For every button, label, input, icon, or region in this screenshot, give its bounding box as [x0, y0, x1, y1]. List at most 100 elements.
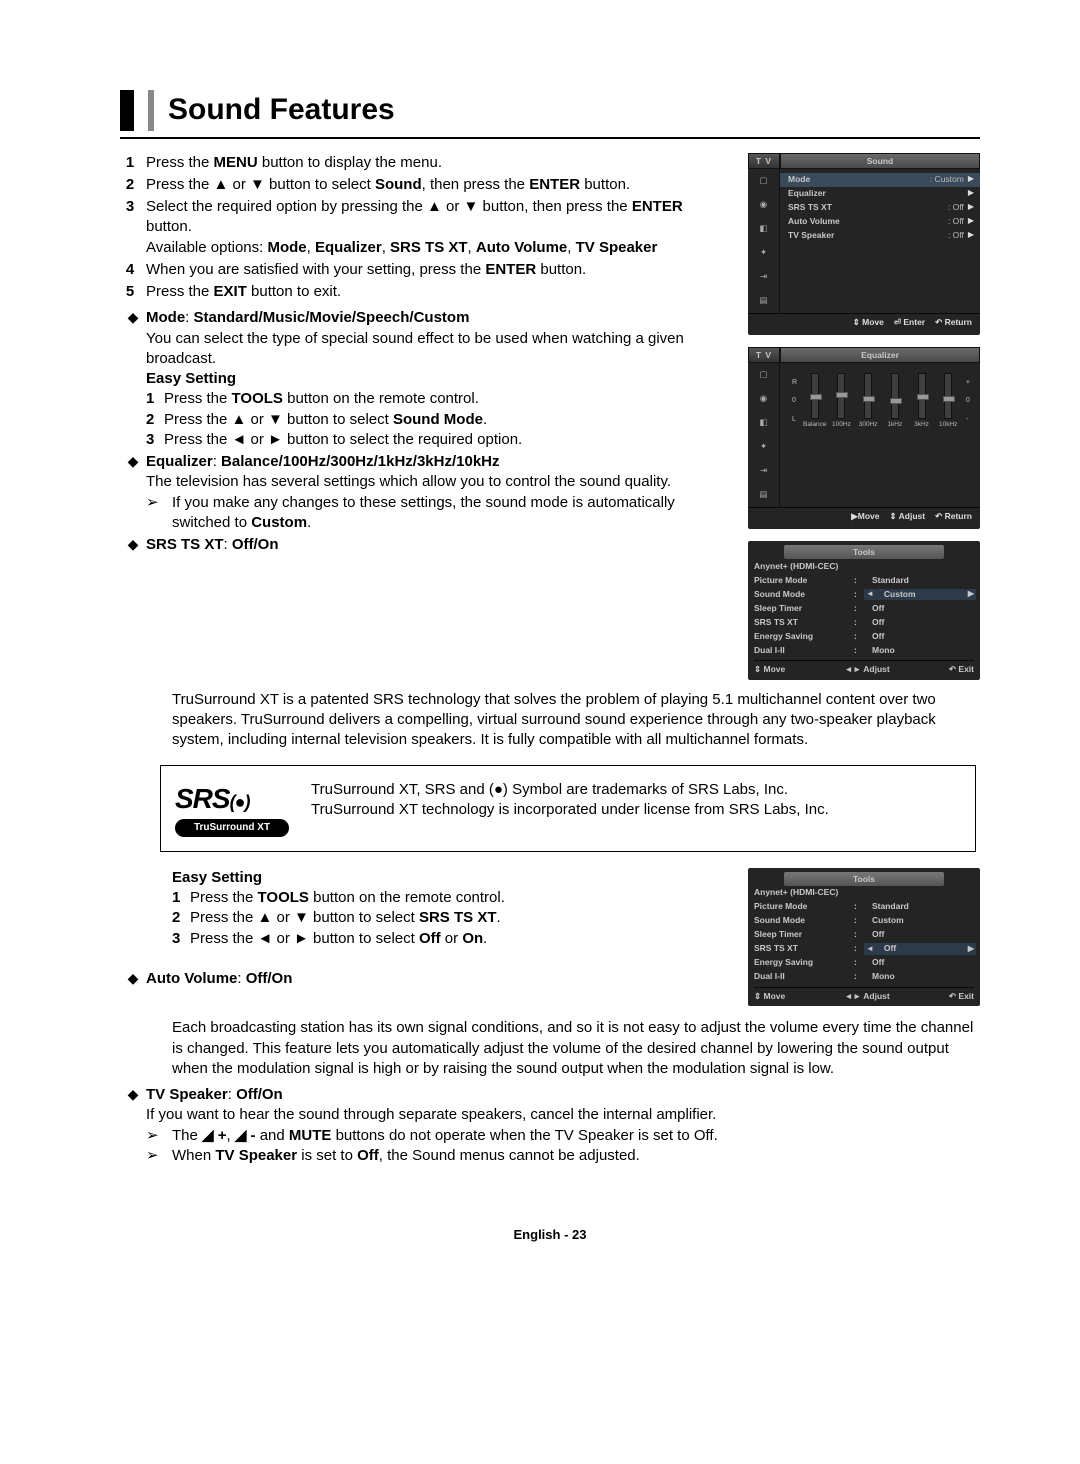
eq-note: If you make any changes to these setting… [172, 493, 732, 534]
tools-row: Picture Mode:Standard [754, 900, 974, 914]
tools-foot-move: ⇕ Move [754, 664, 785, 675]
osd-equalizer: T V Equalizer ▢ ◉ ◧ ✦ ⇥ ▤ R0LBalance100H… [748, 347, 980, 529]
mode-easy-3: Press the ◄ or ► button to select the re… [164, 430, 522, 450]
srs-desc: TruSurround XT is a patented SRS technol… [172, 690, 980, 751]
eq-band: 300Hz [859, 373, 877, 430]
tvsp-note-2: When TV Speaker is set to Off, the Sound… [172, 1146, 640, 1166]
osd-title-sound: Sound [780, 153, 980, 169]
eq-band: 3kHz [913, 373, 931, 430]
step-3: Select the required option by pressing t… [146, 197, 732, 258]
tools-row: Anynet+ (HDMI-CEC) [754, 559, 974, 573]
srs-easy-1: Press the TOOLS button on the remote con… [190, 888, 505, 908]
av-heading: Auto Volume: Off/On [146, 969, 732, 989]
tools-row: SRS TS XT:◄Off▶ [754, 942, 974, 956]
app-icon: ▤ [748, 289, 779, 313]
eq-heading: Equalizer: Balance/100Hz/300Hz/1kHz/3kHz… [146, 452, 732, 472]
picture-icon: ▢ [748, 169, 779, 193]
channel-icon: ◧ [748, 411, 779, 435]
tvsp-desc: If you want to hear the sound through se… [146, 1105, 980, 1125]
eq-band: 100Hz [832, 373, 850, 430]
instructions-column: 1Press the MENU button to display the me… [120, 153, 732, 692]
mode-easy-2: Press the ▲ or ▼ button to select Sound … [164, 410, 487, 430]
osd-sound-row: SRS TS XT: Off▶ [788, 201, 974, 215]
step-4: When you are satisfied with your setting… [146, 260, 732, 280]
mode-heading: Mode: Standard/Music/Movie/Speech/Custom [146, 308, 732, 328]
page-title: Sound Features [168, 90, 980, 131]
tools-row: Picture Mode:Standard [754, 573, 974, 587]
feature-list: ◆ Mode: Standard/Music/Movie/Speech/Cust… [120, 308, 732, 555]
osd-tools-2: Tools Anynet+ (HDMI-CEC)Picture Mode:Sta… [748, 868, 980, 1006]
tools-row: Sound Mode:Custom [754, 914, 974, 928]
osd-sound-row: TV Speaker: Off▶ [788, 229, 974, 243]
sound-icon: ◉ [748, 193, 779, 217]
osd-tab-tv-2: T V [748, 347, 780, 363]
osd-sound-row: Equalizer▶ [788, 187, 974, 201]
osd-tools-1: Tools Anynet+ (HDMI-CEC)Picture Mode:Sta… [748, 541, 980, 679]
app-icon: ▤ [748, 483, 779, 507]
tools-row: SRS TS XT:Off [754, 615, 974, 629]
osd-foot-enter: ⏎ Enter [894, 317, 925, 328]
osd-icon-column: ▢ ◉ ◧ ✦ ⇥ ▤ [748, 169, 780, 313]
osd-foot-move: ⇕ Move [853, 317, 884, 328]
tools-row: Sleep Timer:Off [754, 601, 974, 615]
numbered-steps: 1Press the MENU button to display the me… [120, 153, 732, 303]
tools-row: Dual I-II:Mono [754, 643, 974, 657]
osd-sound-rows: Mode: Custom▶Equalizer▶SRS TS XT: Off▶Au… [780, 169, 980, 313]
input-icon: ⇥ [748, 459, 779, 483]
title-rule [120, 137, 980, 139]
eq-desc: The television has several settings whic… [146, 472, 732, 492]
tools-row: Energy Saving:Off [754, 956, 974, 970]
tools-foot-exit: ↶ Exit [949, 664, 974, 675]
tools-row: Energy Saving:Off [754, 629, 974, 643]
srs-logo: SRS(●) TruSurround XT [175, 780, 295, 837]
eq-band: 1kHz [886, 373, 904, 430]
tools-row: Sound Mode:◄Custom▶ [754, 587, 974, 601]
osd-tools-title: Tools [784, 545, 944, 559]
tools2-foot-exit: ↶ Exit [949, 991, 974, 1002]
picture-icon: ▢ [748, 363, 779, 387]
tools2-foot-move: ⇕ Move [754, 991, 785, 1002]
mode-desc: You can select the type of special sound… [146, 329, 732, 370]
tools-row: Dual I-II:Mono [754, 970, 974, 984]
osd-sound-row: Mode: Custom▶ [780, 173, 980, 187]
sound-icon: ◉ [748, 387, 779, 411]
osd-title-equalizer: Equalizer [780, 347, 980, 363]
srs-tm-line1: TruSurround XT, SRS and (●) Symbol are t… [311, 780, 961, 800]
tools2-foot-adjust: ◄► Adjust [844, 991, 889, 1002]
tvsp-note-1: The ◢ +, ◢ - and MUTE buttons do not ope… [172, 1126, 718, 1146]
eq-band: Balance [806, 373, 824, 430]
step-2: Press the ▲ or ▼ button to select Sound,… [146, 175, 732, 195]
osd-sound-row: Auto Volume: Off▶ [788, 215, 974, 229]
mode-easy-1: Press the TOOLS button on the remote con… [164, 389, 479, 409]
setup-icon: ✦ [748, 435, 779, 459]
setup-icon: ✦ [748, 241, 779, 265]
osd-column: T V Sound ▢ ◉ ◧ ✦ ⇥ ▤ Mode: Custom▶Equal… [748, 153, 980, 692]
step-5: Press the EXIT button to exit. [146, 282, 732, 302]
tools-row: Sleep Timer:Off [754, 928, 974, 942]
channel-icon: ◧ [748, 217, 779, 241]
av-desc: Each broadcasting station has its own si… [172, 1018, 980, 1079]
osd-eq-foot-adjust: ⇕ Adjust [890, 511, 926, 522]
srs-easy-label: Easy Setting [172, 869, 262, 886]
trusurround-pill: TruSurround XT [175, 819, 289, 837]
srs-tm-line2: TruSurround XT technology is incorporate… [311, 800, 961, 820]
osd-eq-foot-return: ↶ Return [935, 511, 972, 522]
eq-bars: R0LBalance100Hz300Hz1kHz3kHz10kHz+0- [788, 367, 974, 429]
tools-foot-adjust: ◄► Adjust [844, 664, 889, 675]
srs-easy-2: Press the ▲ or ▼ button to select SRS TS… [190, 908, 501, 928]
osd-foot-return: ↶ Return [935, 317, 972, 328]
srs-trademark-box: SRS(●) TruSurround XT TruSurround XT, SR… [160, 765, 976, 852]
osd-sound-menu: T V Sound ▢ ◉ ◧ ✦ ⇥ ▤ Mode: Custom▶Equal… [748, 153, 980, 335]
srs-heading: SRS TS XT: Off/On [146, 535, 732, 555]
step-1: Press the MENU button to display the men… [146, 153, 732, 173]
input-icon: ⇥ [748, 265, 779, 289]
title-block: Sound Features [120, 90, 980, 131]
tools-row: Anynet+ (HDMI-CEC) [754, 886, 974, 900]
osd-eq-foot-move: ▶Move [851, 511, 879, 522]
srs-easy-3: Press the ◄ or ► button to select Off or… [190, 929, 487, 949]
page-footer: English - 23 [120, 1226, 980, 1244]
osd-tab-tv: T V [748, 153, 780, 169]
easy-setting-label: Easy Setting [146, 370, 236, 387]
osd-tools2-title: Tools [784, 872, 944, 886]
eq-band: 10kHz [939, 373, 957, 430]
